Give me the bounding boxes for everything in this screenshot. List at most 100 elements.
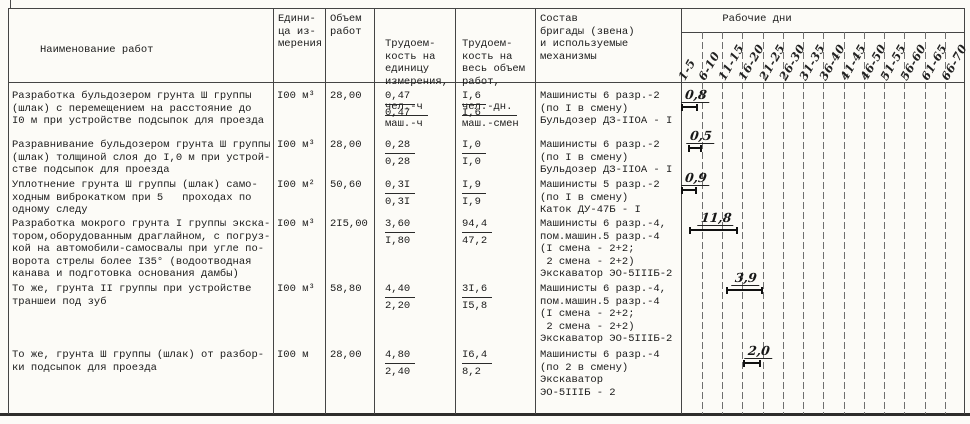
labor-per-unit-cell: 0,47 0,47	[385, 90, 449, 119]
labor-per-unit-cheloveko: 0,47	[385, 90, 416, 105]
gantt-bar-line	[689, 226, 738, 234]
table-border-bottom	[0, 413, 970, 416]
table-border-left	[8, 8, 9, 414]
day-column-separator	[823, 32, 824, 414]
labor-total-cheloveko: I6,4	[462, 349, 493, 364]
crew-cell: Машинисты 6 разр.-4, пом.машин.5 разр.-4…	[540, 283, 673, 346]
volume-cell: 28,00	[330, 349, 362, 361]
labor-total-cell: I6,4 8,2	[462, 349, 530, 378]
labor-total-cell: 94,4 47,2	[462, 218, 530, 247]
labor-total-mashino: I,6	[462, 106, 481, 119]
unit-cell: I00 м³	[277, 218, 315, 230]
header-labor-total-text: Трудоем- кость на весь объем работ,	[462, 38, 526, 88]
header-bottom-line	[8, 82, 965, 83]
gantt-bar: 0,8	[681, 87, 711, 111]
labor-total-cheloveko: 3I,6	[462, 283, 493, 298]
crew-cell: Машинисты 5 разр.-2 (по I в смену) Каток…	[540, 179, 660, 217]
crew-cell: Машинисты 6 разр.-2 (по I в смену) Бульд…	[540, 139, 673, 177]
column-separator	[325, 8, 326, 414]
header-labor-total: Трудоем- кость на весь объем работ, чел.…	[462, 13, 532, 156]
volume-cell: 50,60	[330, 179, 362, 191]
labor-per-unit-mashino: I,80	[385, 234, 411, 247]
day-column-separator	[925, 32, 926, 414]
day-column-separator	[864, 32, 865, 414]
crew-cell: Машинисты 6 разр.-2 (по I в смену) Бульд…	[540, 90, 673, 128]
labor-total-cell: 3I,6 I5,8	[462, 283, 530, 312]
day-column-separator	[702, 32, 703, 414]
labor-per-unit-cell: 0,3I 0,3I	[385, 179, 449, 208]
labor-per-unit-cell: 4,40 2,20	[385, 283, 449, 312]
labor-per-unit-mashino: 0,3I	[385, 195, 411, 208]
crew-cell: Машинисты 6 разр.-4 (по 2 в смену) Экска…	[540, 349, 660, 399]
labor-per-unit-mashino: 2,40	[385, 365, 411, 378]
header-unit: Едини- ца из- мерения	[278, 13, 323, 51]
labor-per-unit-cheloveko: 0,28	[385, 139, 416, 154]
labor-per-unit-cheloveko: 4,40	[385, 283, 416, 298]
gantt-bar: 3,9	[726, 270, 763, 294]
gantt-bar-line	[681, 186, 697, 194]
table-border-top	[8, 8, 965, 9]
gantt-bar: 0,5	[686, 128, 716, 152]
gantt-bar-duration-label: 2,0	[744, 343, 774, 359]
labor-per-unit-mashino: 2,20	[385, 299, 411, 312]
scan-artifact	[10, 0, 11, 8]
gantt-bar: 2,0	[743, 343, 774, 367]
labor-total-cheloveko: I,0	[462, 139, 486, 154]
day-column-separator	[763, 32, 764, 414]
unit-cell: I00 м²	[277, 179, 315, 191]
labor-total-cell: I,6 I,6	[462, 90, 530, 119]
header-volume: Объем работ	[330, 13, 362, 38]
gantt-bar-line	[681, 103, 698, 111]
day-column-separator	[742, 32, 743, 414]
labor-total-mashino: I,9	[462, 195, 481, 208]
gantt-bar-line	[688, 144, 702, 152]
header-work-name: Наименование работ	[40, 44, 154, 56]
work-name-cell: То же, грунта Ш группы (шлак) от разбор-…	[12, 349, 265, 374]
labor-per-unit-cell: 0,28 0,28	[385, 139, 449, 168]
header-labor-per-unit: Трудоем- кость на единицу измерения, чел…	[385, 13, 451, 156]
gantt-bar-duration-label: 0,5	[686, 128, 716, 144]
column-separator	[273, 8, 274, 414]
gantt-bar-duration-label: 11,8	[697, 210, 736, 226]
labor-per-unit-cheloveko: 3,60	[385, 218, 416, 233]
day-column-separator	[783, 32, 784, 414]
work-name-cell: Разработка бульдозером грунта Ш группы (…	[12, 90, 265, 128]
gantt-bar-duration-label: 0,9	[681, 170, 711, 186]
volume-cell: 2I5,00	[330, 218, 368, 230]
gantt-bar-line	[726, 286, 763, 294]
labor-total-mashino: I5,8	[462, 299, 488, 312]
labor-per-unit-cheloveko: 0,3I	[385, 179, 416, 194]
labor-total-mashino: I,0	[462, 155, 481, 168]
header-working-days: Рабочие дни	[722, 13, 792, 25]
day-column-separator	[803, 32, 804, 414]
labor-total-cell: I,9 I,9	[462, 179, 530, 208]
labor-total-mashino: 47,2	[462, 234, 488, 247]
day-column-separator	[884, 32, 885, 414]
header-labor-per-unit-text: Трудоем- кость на единицу измерения,	[385, 38, 449, 88]
labor-total-cell: I,0 I,0	[462, 139, 530, 168]
labor-per-unit-cell: 4,80 2,40	[385, 349, 449, 378]
crew-cell: Машинисты 6 разр.-4, пом.машин.5 разр.-4…	[540, 218, 673, 281]
work-name-cell: Уплотнение грунта Ш группы (шлак) само- …	[12, 179, 258, 217]
day-column-separator	[722, 32, 723, 414]
column-separator	[374, 8, 375, 414]
volume-cell: 28,00	[330, 90, 362, 102]
volume-cell: 58,80	[330, 283, 362, 295]
table-border-right	[964, 8, 965, 414]
labor-per-unit-mashino: 0,47	[385, 106, 411, 119]
header-crew: Состав бригады (звена) и используемые ме…	[540, 13, 635, 63]
gantt-bar-duration-label: 3,9	[731, 270, 761, 286]
labor-total-cheloveko: I,6	[462, 90, 486, 105]
unit-cell: I00 м³	[277, 139, 315, 151]
work-name-cell: Разработка мокрого грунта I группы экска…	[12, 218, 271, 281]
gantt-bar-line	[743, 359, 761, 367]
work-name-cell: Разравнивание бульдозером грунта Ш групп…	[12, 139, 271, 177]
column-separator	[681, 8, 682, 414]
day-column-separator	[945, 32, 946, 414]
day-column-separator	[844, 32, 845, 414]
unit-cell: I00 м	[277, 349, 309, 361]
labor-per-unit-mashino: 0,28	[385, 155, 411, 168]
column-separator	[535, 8, 536, 414]
labor-per-unit-cell: 3,60 I,80	[385, 218, 449, 247]
unit-cell: I00 м³	[277, 283, 315, 295]
